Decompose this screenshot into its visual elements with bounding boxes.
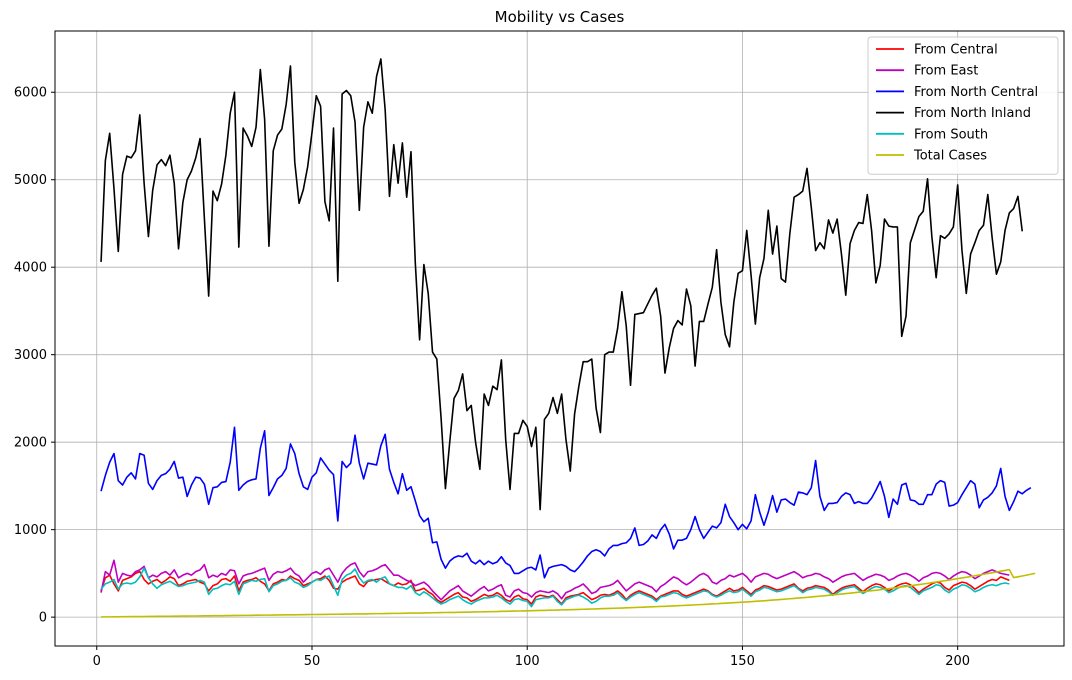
y-tick-label: 6000 [14, 86, 47, 101]
series-line-from-south [100, 567, 1010, 608]
grid-lines [55, 31, 1064, 646]
x-tick-label: 200 [945, 654, 970, 669]
y-axis-ticks: 0 1000 2000 3000 4000 5000 6000 [14, 86, 55, 626]
x-axis-ticks: 0 50 100 150 200 [93, 646, 970, 669]
legend-label-from-north-inland: From North Inland [914, 106, 1031, 121]
series-lines [100, 58, 1036, 618]
legend-label-from-east: From East [914, 64, 978, 79]
y-tick-label: 1000 [14, 523, 47, 538]
y-tick-label: 0 [39, 611, 47, 626]
series-line-from-north-central [100, 426, 1032, 579]
x-tick-label: 0 [93, 654, 101, 669]
y-tick-label: 3000 [14, 348, 47, 363]
x-tick-label: 150 [730, 654, 755, 669]
legend: From Central From East From North Central F… [867, 36, 1059, 175]
legend-label-from-south: From South [914, 127, 988, 142]
series-line-total-cases [101, 568, 1036, 618]
plot-area-frame [54, 30, 1065, 647]
legend-label-total-cases: Total Cases [913, 149, 987, 164]
legend-label-from-central: From Central [914, 43, 998, 58]
legend-box [867, 36, 1059, 175]
series-line-from-central [100, 570, 1010, 605]
series-line-from-north-inland [100, 58, 1024, 511]
y-tick-label: 4000 [14, 261, 47, 276]
legend-label-from-north-central: From North Central [914, 85, 1038, 100]
x-tick-label: 100 [515, 654, 540, 669]
x-tick-label: 50 [304, 654, 321, 669]
y-tick-label: 5000 [14, 173, 47, 188]
y-tick-label: 2000 [14, 436, 47, 451]
series-line-from-east [100, 559, 1010, 601]
chart-title: Mobility vs Cases [495, 8, 625, 26]
